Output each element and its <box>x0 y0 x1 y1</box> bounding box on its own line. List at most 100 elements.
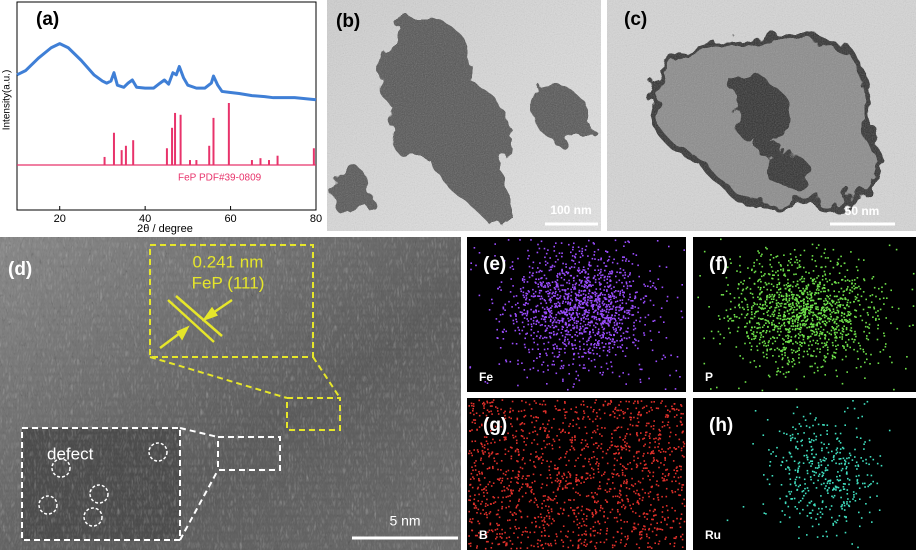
signal-dot <box>840 462 843 465</box>
signal-dot <box>891 306 894 308</box>
signal-dot <box>665 337 668 339</box>
signal-dot <box>755 366 757 368</box>
signal-dot <box>642 467 645 470</box>
signal-dot <box>836 519 839 521</box>
signal-dot <box>539 355 541 358</box>
signal-dot <box>858 487 861 489</box>
signal-dot <box>575 296 577 299</box>
signal-dot <box>641 499 644 502</box>
signal-dot <box>632 328 635 331</box>
signal-dot <box>795 298 798 300</box>
signal-dot <box>555 255 558 257</box>
signal-dot <box>847 477 849 480</box>
signal-dot <box>834 336 836 339</box>
signal-dot <box>567 482 570 485</box>
signal-dot <box>571 317 573 319</box>
signal-dot <box>772 257 775 259</box>
signal-dot <box>783 303 786 305</box>
signal-dot <box>619 541 622 544</box>
signal-dot <box>609 271 611 273</box>
signal-dot <box>582 325 584 328</box>
signal-dot <box>683 443 686 445</box>
signal-dot <box>737 304 740 307</box>
signal-dot <box>559 272 561 275</box>
signal-dot <box>588 369 590 372</box>
signal-dot <box>753 261 755 264</box>
signal-dot <box>472 410 474 412</box>
signal-dot <box>812 282 814 285</box>
signal-dot <box>534 480 536 483</box>
signal-dot <box>853 348 855 351</box>
signal-dot <box>536 304 539 307</box>
signal-dot <box>846 471 848 473</box>
signal-dot <box>738 303 740 306</box>
signal-dot <box>849 346 851 349</box>
signal-dot <box>597 468 599 470</box>
signal-dot <box>782 343 784 345</box>
signal-dot <box>656 240 659 242</box>
signal-dot <box>793 315 796 318</box>
signal-dot <box>610 440 613 443</box>
signal-dot <box>799 500 802 502</box>
signal-dot <box>502 307 505 310</box>
signal-dot <box>599 283 601 285</box>
signal-dot <box>723 337 725 339</box>
signal-dot <box>640 533 643 536</box>
signal-dot <box>575 377 577 380</box>
signal-dot <box>753 326 756 328</box>
signal-dot <box>539 298 542 300</box>
signal-dot <box>675 467 678 469</box>
signal-dot <box>766 478 769 481</box>
eds-map: (f)P <box>693 237 916 392</box>
signal-dot <box>663 478 665 480</box>
signal-dot <box>628 488 631 490</box>
signal-dot <box>811 317 813 320</box>
signal-dot <box>665 487 668 490</box>
signal-dot <box>520 423 523 425</box>
signal-dot <box>558 472 560 475</box>
signal-dot <box>605 452 608 455</box>
signal-dot <box>592 410 594 413</box>
signal-dot <box>468 405 470 407</box>
signal-dot <box>534 295 537 297</box>
signal-dot <box>598 318 600 320</box>
signal-dot <box>615 327 617 330</box>
signal-dot <box>858 285 860 288</box>
signal-dot <box>535 416 538 419</box>
signal-dot <box>562 422 564 424</box>
signal-dot <box>805 425 808 427</box>
signal-dot <box>800 440 802 443</box>
signal-dot <box>613 258 615 261</box>
signal-dot <box>478 478 480 480</box>
signal-dot <box>581 505 583 508</box>
signal-dot <box>781 302 783 305</box>
signal-dot <box>815 417 817 419</box>
signal-dot <box>532 319 535 322</box>
signal-dot <box>553 348 555 350</box>
signal-dot <box>570 294 572 297</box>
signal-dot <box>558 305 560 307</box>
signal-dot <box>621 322 624 325</box>
signal-dot <box>806 350 808 353</box>
signal-dot <box>791 365 794 368</box>
signal-dot <box>555 285 557 288</box>
signal-dot <box>796 314 798 317</box>
signal-dot <box>860 517 863 519</box>
signal-dot <box>585 534 587 536</box>
signal-dot <box>803 432 805 434</box>
signal-dot <box>607 285 609 288</box>
signal-dot <box>771 301 774 303</box>
signal-dot <box>561 325 564 328</box>
signal-dot <box>619 463 622 465</box>
signal-dot <box>845 520 848 522</box>
signal-dot <box>862 308 865 311</box>
signal-dot <box>471 429 473 431</box>
signal-dot <box>843 347 845 349</box>
signal-dot <box>546 282 548 285</box>
signal-dot <box>524 530 527 533</box>
signal-dot <box>496 478 499 480</box>
signal-dot <box>599 293 602 295</box>
signal-dot <box>796 350 799 352</box>
signal-dot <box>601 342 604 344</box>
signal-dot <box>538 271 540 273</box>
